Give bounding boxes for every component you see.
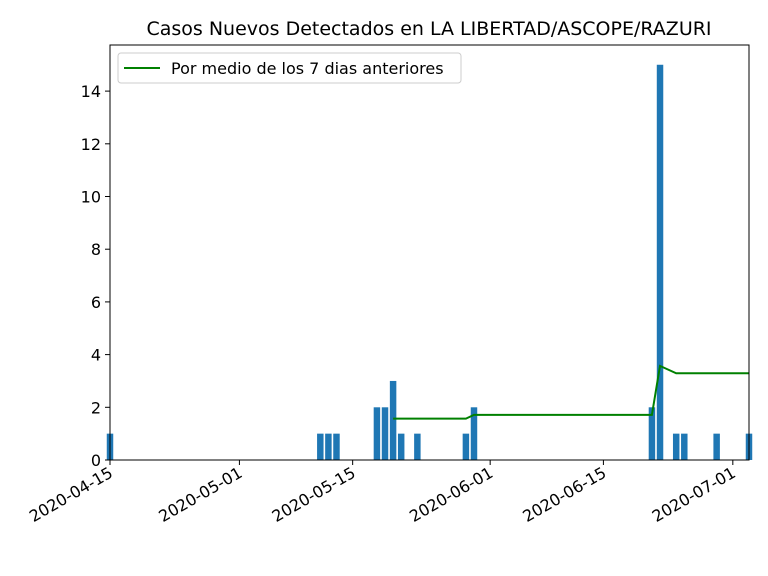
bar <box>397 433 405 460</box>
y-tick-label: 12 <box>81 135 101 154</box>
y-tick-label: 4 <box>91 346 101 365</box>
line-group <box>393 364 749 420</box>
bar <box>681 433 688 460</box>
bar <box>648 407 656 460</box>
bar <box>470 407 478 460</box>
chart-title: Casos Nuevos Detectados en LA LIBERTAD/A… <box>146 18 711 40</box>
bars-group <box>106 64 753 460</box>
x-tick-label: 2020-06-15 <box>519 463 609 526</box>
bar <box>462 433 470 460</box>
y-axis: 0 2 4 6 8 10 12 14 <box>81 82 110 470</box>
series-line <box>393 364 749 420</box>
legend-box <box>117 52 462 84</box>
y-tick-label: 2 <box>91 398 101 417</box>
x-tick-label: 2020-06-01 <box>406 463 496 526</box>
bar <box>381 407 389 460</box>
bar <box>656 64 664 460</box>
bar <box>317 433 324 460</box>
y-tick-label: 10 <box>81 188 101 207</box>
x-tick-label: 2020-05-01 <box>155 463 245 526</box>
bar <box>389 380 397 460</box>
x-tick-label: 2020-04-15 <box>26 463 116 526</box>
bar <box>333 433 340 460</box>
x-axis: 2020-04-15 2020-05-01 2020-05-15 2020-06-01… <box>26 460 739 526</box>
bar <box>373 407 381 460</box>
y-tick-label: 8 <box>91 240 101 259</box>
y-tick-label: 14 <box>81 82 101 101</box>
legend-label: Por medio de los 7 dias anteriores <box>171 59 444 78</box>
x-tick-label: 2020-07-01 <box>649 463 739 526</box>
bar <box>325 433 332 460</box>
y-tick-label: 6 <box>91 293 101 312</box>
legend: Por medio de los 7 dias anteriores <box>117 52 462 84</box>
bar <box>713 433 720 460</box>
bar <box>414 433 421 460</box>
x-tick-label: 2020-05-15 <box>269 463 359 526</box>
y-tick-label: 0 <box>91 451 101 470</box>
plot-frame <box>109 44 750 461</box>
bar <box>672 433 680 460</box>
